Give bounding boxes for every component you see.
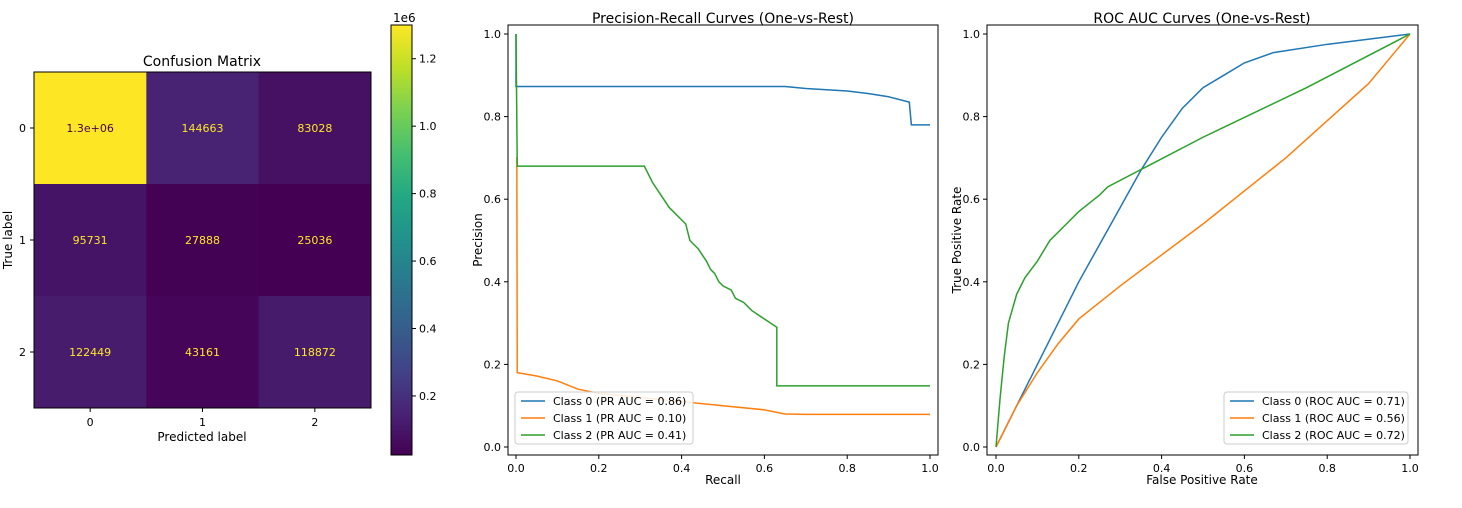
legend-label: Class 0 (PR AUC = 0.86)	[553, 395, 686, 408]
pr-plot-area	[508, 25, 938, 455]
ytick-label: 0.0	[484, 441, 502, 454]
roc-legend-items: Class 0 (ROC AUC = 0.71) Class 1 (ROC AUC…	[1230, 395, 1405, 442]
colorbar: 1e6 0.2 0.4 0.6 0.8 1.0 1.2	[390, 11, 437, 456]
series-line	[515, 34, 930, 126]
roc-ylabel: True Positive Rate	[950, 187, 964, 295]
cm-cell-label: 43161	[185, 346, 220, 359]
cm-xtick-label: 0	[87, 416, 94, 429]
xtick-label: 1.0	[1401, 462, 1419, 475]
pr-curve-panel: Precision-Recall Curves (One-vs-Rest) 0.…	[471, 11, 939, 487]
roc-lines	[995, 33, 1411, 448]
ytick-label: 0.6	[963, 193, 981, 206]
pr-legend: Class 0 (PR AUC = 0.86) Class 1 (PR AUC =…	[514, 391, 694, 445]
xtick-label: 0.2	[590, 462, 608, 475]
cm-cell	[34, 184, 147, 297]
legend-label: Class 0 (ROC AUC = 0.71)	[1262, 395, 1405, 408]
cm-cells: 1.3e+06 144663 83028 95731 27888 25036 122449 4…	[34, 72, 372, 409]
cm-title: Confusion Matrix	[143, 54, 261, 70]
xtick-label: 0.8	[1318, 462, 1336, 475]
ytick-label: 0.2	[484, 358, 502, 371]
cm-xtick-label: 2	[311, 416, 318, 429]
cm-cell	[34, 72, 147, 185]
pr-xlabel: Recall	[705, 473, 741, 487]
pr-title: Precision-Recall Curves (One-vs-Rest)	[592, 11, 854, 27]
colorbar-tick-label: 0.4	[419, 323, 437, 336]
xtick-label: 0.4	[673, 462, 691, 475]
ytick-label: 0.4	[963, 276, 981, 289]
roc-legend-box	[1223, 391, 1409, 445]
ytick-label: 0.4	[484, 276, 502, 289]
cm-ytick-label: 2	[19, 346, 26, 359]
cm-cell-label: 95731	[73, 234, 108, 247]
roc-curve-panel: ROC AUC Curves (One-vs-Rest) 0.0 0.2 0.4 0.…	[950, 11, 1419, 487]
series-line	[995, 33, 1411, 448]
xtick-label: 0.2	[1070, 462, 1088, 475]
cm-cell-label: 83028	[297, 122, 332, 135]
colorbar-gradient	[390, 24, 413, 456]
xtick-label: 0.4	[1153, 462, 1171, 475]
xtick-label: 0.6	[1236, 462, 1254, 475]
xtick-label: 1.0	[921, 462, 939, 475]
series-line	[995, 33, 1411, 448]
colorbar-ticks: 0.2 0.4 0.6 0.8 1.0 1.2	[412, 53, 437, 403]
ytick-label: 0.0	[963, 441, 981, 454]
xtick-label: 0.8	[838, 462, 856, 475]
cm-cell	[258, 184, 372, 297]
cm-ytick-label: 0	[19, 122, 26, 135]
pr-ticks: 0.0 0.2 0.4 0.6 0.8 1.0 0.0 0.2 0.4 0.6 0.8 1.0	[484, 28, 939, 475]
ytick-label: 1.0	[963, 28, 981, 41]
roc-ticks: 0.0 0.2 0.4 0.6 0.8 1.0 0.0 0.2 0.4 0.6 0.8 1.0	[963, 28, 1419, 475]
cm-cell	[146, 72, 260, 185]
roc-plot-area	[987, 25, 1418, 455]
colorbar-multiplier: 1e6	[393, 11, 416, 25]
legend-label: Class 2 (PR AUC = 0.41)	[553, 429, 686, 442]
cm-xlabel: Predicted label	[157, 430, 246, 444]
ytick-label: 0.6	[484, 193, 502, 206]
legend-label: Class 1 (ROC AUC = 0.56)	[1262, 412, 1405, 425]
cm-cell-label: 1.3e+06	[66, 122, 113, 135]
cm-ylabel: True label	[1, 211, 15, 270]
ytick-label: 0.2	[963, 358, 981, 371]
cm-cell	[258, 72, 372, 185]
pr-ylabel: Precision	[471, 213, 485, 267]
roc-xlabel: False Positive Rate	[1146, 473, 1258, 487]
pr-frame	[507, 24, 939, 456]
legend-label: Class 2 (ROC AUC = 0.72)	[1262, 429, 1405, 442]
roc-title: ROC AUC Curves (One-vs-Rest)	[1093, 11, 1310, 27]
colorbar-tick-label: 0.6	[419, 255, 437, 268]
xtick-label: 0.0	[507, 462, 525, 475]
series-line	[515, 33, 930, 387]
ytick-label: 1.0	[484, 28, 502, 41]
roc-legend: Class 0 (ROC AUC = 0.71) Class 1 (ROC AUC…	[1223, 391, 1409, 445]
cm-ticks: 0 1 2 0 1 2	[19, 122, 318, 429]
ytick-label: 0.8	[963, 111, 981, 124]
colorbar-tick-label: 0.8	[419, 188, 437, 201]
cm-cell-label: 25036	[297, 234, 332, 247]
pr-legend-box	[514, 391, 694, 445]
legend-label: Class 1 (PR AUC = 0.10)	[553, 412, 686, 425]
cm-xtick-label: 1	[199, 416, 206, 429]
xtick-label: 0.6	[756, 462, 774, 475]
cm-cell	[258, 296, 372, 409]
cm-cell	[146, 296, 260, 409]
cm-cell	[146, 184, 260, 297]
cm-cell-label: 122449	[69, 346, 111, 359]
roc-frame	[986, 24, 1419, 456]
colorbar-tick-label: 0.2	[419, 390, 437, 403]
xtick-label: 0.0	[987, 462, 1005, 475]
series-line	[995, 33, 1411, 448]
cm-ytick-label: 1	[19, 234, 26, 247]
cm-cell-label: 27888	[185, 234, 220, 247]
cm-cell-label: 144663	[182, 122, 224, 135]
cm-cell-label: 118872	[294, 346, 336, 359]
pr-legend-items: Class 0 (PR AUC = 0.86) Class 1 (PR AUC =…	[521, 395, 686, 442]
colorbar-tick-label: 1.0	[419, 120, 437, 133]
cm-cell	[34, 296, 147, 409]
colorbar-tick-label: 1.2	[419, 53, 437, 66]
ytick-label: 0.8	[484, 111, 502, 124]
confusion-matrix-panel: Confusion Matrix 1.3e+06 144663 83028 95731…	[1, 54, 372, 444]
